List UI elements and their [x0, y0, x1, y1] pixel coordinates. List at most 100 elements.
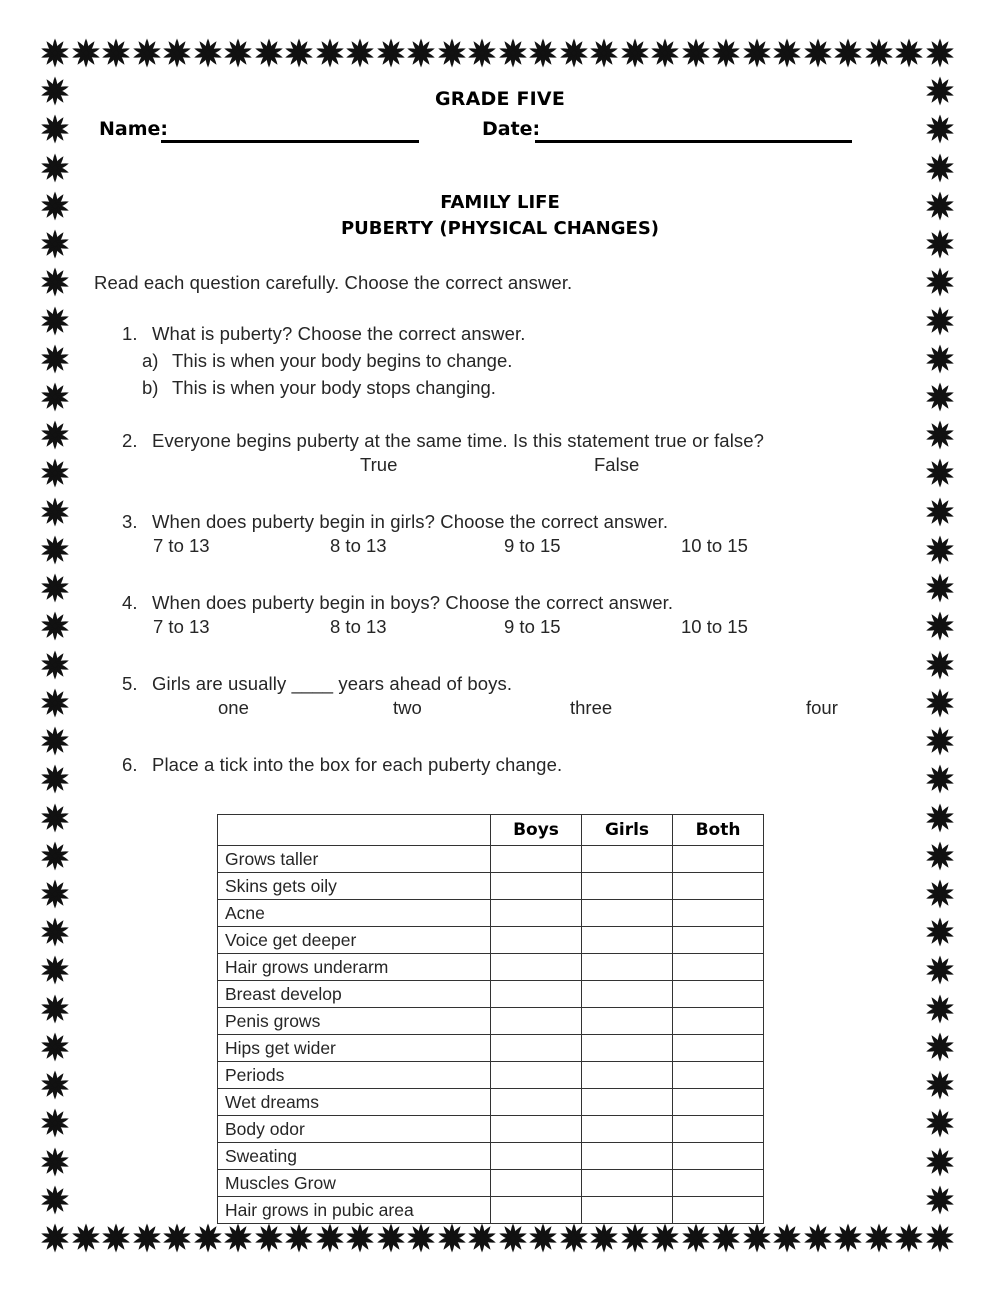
question-4-option-2[interactable]: 8 to 13 — [330, 616, 387, 637]
starburst-icon — [925, 191, 955, 221]
tick-cell-both[interactable] — [672, 1088, 764, 1116]
tick-cell-both[interactable] — [672, 1061, 764, 1089]
question-5-option-1[interactable]: one — [218, 697, 249, 718]
question-5-option-2[interactable]: two — [393, 697, 422, 718]
tick-cell-both[interactable] — [672, 953, 764, 981]
question-1-text: What is puberty? Choose the correct answ… — [152, 323, 526, 344]
starburst-icon — [101, 38, 131, 68]
question-5-option-4[interactable]: four — [806, 697, 838, 718]
starburst-icon — [40, 191, 70, 221]
tick-cell-boys[interactable] — [490, 1061, 582, 1089]
starburst-icon — [925, 1108, 955, 1138]
tick-cell-boys[interactable] — [490, 1196, 582, 1224]
starburst-icon — [925, 153, 955, 183]
tick-cell-girls[interactable] — [581, 926, 673, 954]
starburst-icon — [925, 803, 955, 833]
table-row-label: Periods — [217, 1061, 491, 1089]
table-row: Grows taller — [217, 845, 764, 873]
date-input-line[interactable] — [535, 140, 852, 143]
tick-cell-both[interactable] — [672, 1169, 764, 1197]
question-2-option-true[interactable]: True — [360, 454, 398, 475]
tick-table-wrapper: Boys Girls Both Grows taller Skins gets o… — [78, 814, 922, 1224]
question-3: 3. When does puberty begin in girls? Cho… — [94, 508, 922, 563]
tick-cell-boys[interactable] — [490, 845, 582, 873]
starburst-icon — [711, 1223, 741, 1253]
starburst-icon — [925, 1070, 955, 1100]
tick-cell-both[interactable] — [672, 899, 764, 927]
tick-cell-both[interactable] — [672, 845, 764, 873]
tick-cell-girls[interactable] — [581, 953, 673, 981]
question-5: 5. Girls are usually ____ years ahead of… — [94, 670, 922, 725]
tick-cell-girls[interactable] — [581, 845, 673, 873]
question-2-option-false[interactable]: False — [594, 454, 640, 475]
tick-cell-boys[interactable] — [490, 1007, 582, 1035]
tick-cell-boys[interactable] — [490, 1169, 582, 1197]
tick-cell-girls[interactable] — [581, 1142, 673, 1170]
tick-cell-boys[interactable] — [490, 926, 582, 954]
starburst-icon — [925, 267, 955, 297]
starburst-icon — [406, 1223, 436, 1253]
tick-cell-girls[interactable] — [581, 1088, 673, 1116]
question-6-number: 6. — [122, 754, 138, 775]
tick-cell-both[interactable] — [672, 1196, 764, 1224]
tick-cell-girls[interactable] — [581, 1196, 673, 1224]
starburst-icon — [650, 38, 680, 68]
starburst-icon — [376, 1223, 406, 1253]
starburst-icon — [254, 38, 284, 68]
tick-cell-boys[interactable] — [490, 980, 582, 1008]
tick-cell-both[interactable] — [672, 926, 764, 954]
starburst-icon — [925, 382, 955, 412]
question-4-option-1[interactable]: 7 to 13 — [153, 616, 210, 637]
tick-cell-both[interactable] — [672, 1007, 764, 1035]
table-row: Penis grows — [217, 1007, 764, 1035]
starburst-icon — [650, 1223, 680, 1253]
starburst-icon — [925, 573, 955, 603]
tick-cell-boys[interactable] — [490, 1034, 582, 1062]
starburst-icon — [437, 1223, 467, 1253]
starburst-icon — [254, 1223, 284, 1253]
question-3-text: When does puberty begin in girls? Choose… — [152, 511, 669, 532]
question-1-option-a[interactable]: a) This is when your body begins to chan… — [94, 347, 922, 374]
starburst-icon — [71, 38, 101, 68]
question-3-option-2[interactable]: 8 to 13 — [330, 535, 387, 556]
instructions-text: Read each question carefully. Choose the… — [94, 272, 573, 293]
starburst-icon — [40, 611, 70, 641]
starburst-icon — [772, 38, 802, 68]
starburst-icon — [925, 344, 955, 374]
tick-cell-both[interactable] — [672, 1142, 764, 1170]
tick-cell-girls[interactable] — [581, 872, 673, 900]
tick-cell-boys[interactable] — [490, 953, 582, 981]
question-1-option-b[interactable]: b) This is when your body stops changing… — [94, 374, 922, 401]
tick-cell-boys[interactable] — [490, 1115, 582, 1143]
question-3-option-1[interactable]: 7 to 13 — [153, 535, 210, 556]
tick-cell-boys[interactable] — [490, 899, 582, 927]
starburst-icon — [925, 1032, 955, 1062]
tick-cell-boys[interactable] — [490, 1088, 582, 1116]
tick-cell-girls[interactable] — [581, 980, 673, 1008]
starburst-icon — [925, 420, 955, 450]
tick-cell-boys[interactable] — [490, 1142, 582, 1170]
starburst-icon — [40, 382, 70, 412]
tick-cell-girls[interactable] — [581, 1115, 673, 1143]
tick-cell-girls[interactable] — [581, 1169, 673, 1197]
question-4-option-3[interactable]: 9 to 15 — [504, 616, 561, 637]
tick-cell-both[interactable] — [672, 980, 764, 1008]
question-4-option-4[interactable]: 10 to 15 — [681, 616, 748, 637]
table-row-label: Muscles Grow — [217, 1169, 491, 1197]
starburst-icon — [40, 955, 70, 985]
table-row: Hair grows underarm — [217, 953, 764, 981]
tick-cell-boys[interactable] — [490, 872, 582, 900]
starburst-icon — [40, 267, 70, 297]
question-5-option-3[interactable]: three — [570, 697, 613, 718]
tick-cell-girls[interactable] — [581, 1007, 673, 1035]
name-input-line[interactable] — [161, 140, 419, 143]
tick-cell-both[interactable] — [672, 1115, 764, 1143]
starburst-icon — [864, 38, 894, 68]
tick-cell-girls[interactable] — [581, 1061, 673, 1089]
question-3-option-4[interactable]: 10 to 15 — [681, 535, 748, 556]
tick-cell-girls[interactable] — [581, 899, 673, 927]
tick-cell-girls[interactable] — [581, 1034, 673, 1062]
tick-cell-both[interactable] — [672, 1034, 764, 1062]
question-3-option-3[interactable]: 9 to 15 — [504, 535, 561, 556]
tick-cell-both[interactable] — [672, 872, 764, 900]
